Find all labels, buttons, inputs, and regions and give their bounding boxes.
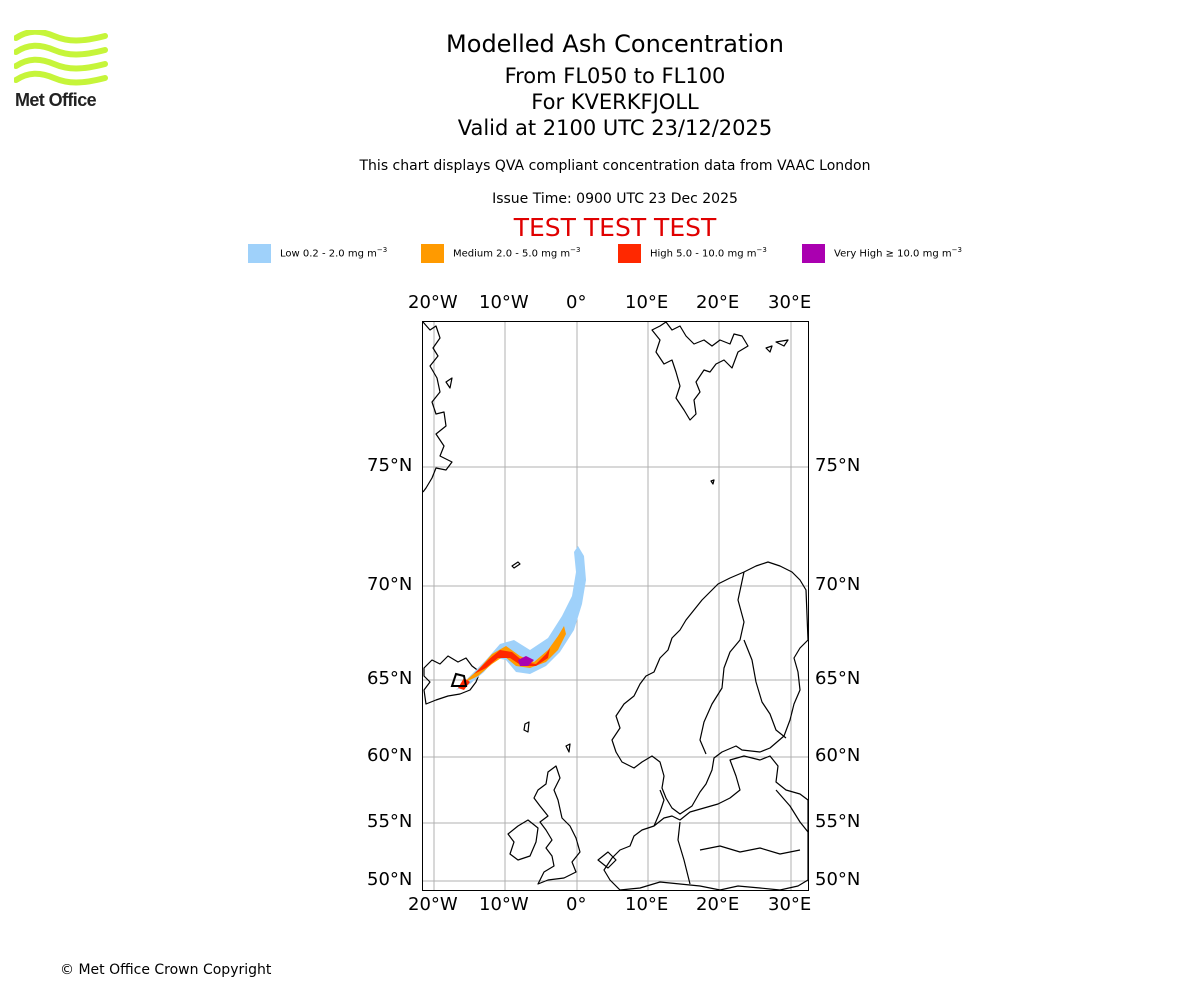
lon-label: 10°W	[479, 292, 529, 313]
legend-swatch-high	[618, 244, 641, 263]
lon-label: 0°	[566, 292, 587, 313]
map-gridlines	[422, 321, 808, 890]
flight-level-range: From FL050 to FL100	[504, 64, 726, 88]
lat-label: 70°N	[367, 574, 413, 595]
lon-label: 30°E	[768, 292, 812, 313]
lat-label: 50°N	[367, 869, 413, 890]
ash-very-high-region	[518, 656, 534, 666]
lat-label: 75°N	[367, 455, 413, 476]
valid-time: Valid at 2100 UTC 23/12/2025	[457, 116, 773, 140]
test-banner: TEST TEST TEST	[513, 213, 717, 242]
lon-label: 10°W	[479, 894, 529, 915]
legend-swatch-low	[248, 244, 271, 263]
lon-label: 20°W	[408, 894, 458, 915]
legend-unit-exponent: −3	[570, 246, 581, 254]
chart-description: This chart displays QVA compliant concen…	[359, 158, 871, 174]
legend-swatch-very-high	[802, 244, 825, 263]
map-frame	[422, 321, 809, 891]
legend-swatch-medium	[421, 244, 444, 263]
legend-unit-exponent: −3	[376, 246, 388, 254]
lon-label: 0°	[566, 894, 587, 915]
volcano-name: For KVERKFJOLL	[531, 90, 699, 114]
legend-label-low: Low 0.2 - 2.0 mg m	[280, 248, 377, 260]
lon-label: 20°E	[696, 894, 740, 915]
lat-label: 55°N	[815, 811, 861, 832]
copyright-notice: © Met Office Crown Copyright	[60, 962, 272, 978]
lat-label: 50°N	[815, 869, 861, 890]
lon-label: 20°E	[696, 292, 740, 313]
lon-label: 10°E	[625, 292, 669, 313]
legend-label-medium: Medium 2.0 - 5.0 mg m	[453, 248, 571, 260]
lat-label: 65°N	[815, 668, 861, 689]
lat-label: 75°N	[815, 455, 861, 476]
lat-label: 60°N	[815, 745, 861, 766]
lat-label: 70°N	[815, 574, 861, 595]
lon-label: 10°E	[625, 894, 669, 915]
lat-label: 60°N	[367, 745, 413, 766]
logo-wordmark: Met Office	[15, 90, 97, 110]
lat-label: 55°N	[367, 811, 413, 832]
lon-label: 20°W	[408, 292, 458, 313]
volcano-marker-icon	[450, 672, 468, 687]
coastlines	[422, 321, 809, 891]
legend-unit-exponent: −3	[756, 246, 767, 254]
legend-unit-exponent: −3	[951, 246, 962, 254]
lat-label: 65°N	[367, 668, 413, 689]
issue-time: Issue Time: 0900 UTC 23 Dec 2025	[492, 191, 738, 207]
met-office-wave-icon	[14, 30, 108, 86]
ash-high-region	[474, 648, 550, 674]
legend-label-very-high: Very High ≥ 10.0 mg m	[834, 248, 952, 260]
met-office-logo: Met Office	[14, 30, 108, 114]
lon-label: 30°E	[768, 894, 812, 915]
legend-label-high: High 5.0 - 10.0 mg m	[650, 248, 757, 260]
chart-title: Modelled Ash Concentration	[446, 30, 784, 58]
